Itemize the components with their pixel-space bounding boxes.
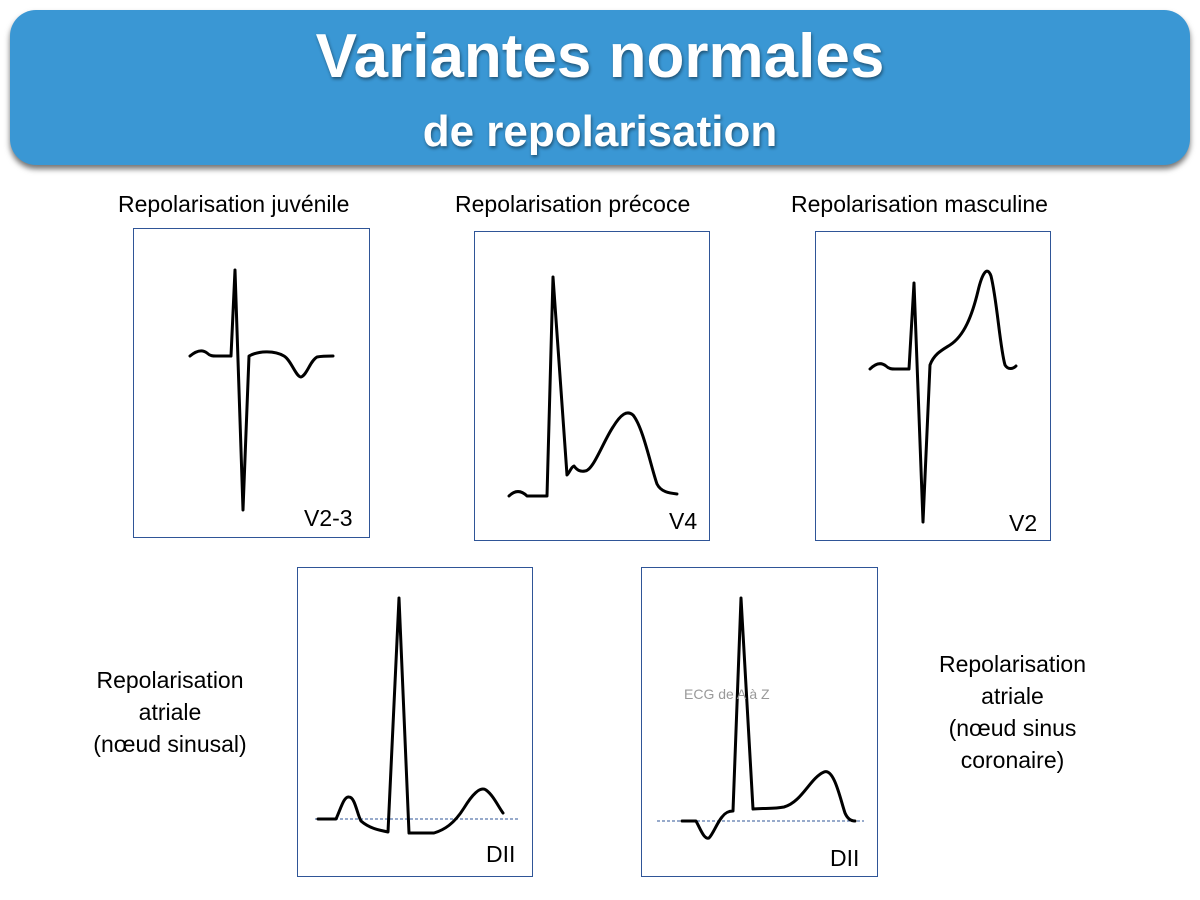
caption-line: Repolarisation (96, 667, 244, 693)
lead-label-atriale-sinusal: DII (486, 841, 516, 867)
caption-line: atriale (981, 683, 1044, 709)
lead-label-precoce: V4 (669, 508, 698, 534)
ecg-panel-atriale-sinusal: DII (297, 567, 533, 877)
lead-label-atriale-coronaire: DII (830, 845, 860, 871)
caption-line: coronaire) (960, 747, 1065, 773)
caption-line: (nœud sinusal) (93, 731, 247, 757)
caption-atriale-coronaire: Repolarisation atriale (nœud sinus coron… (905, 648, 1120, 776)
caption-line: Repolarisation (938, 651, 1087, 677)
ecg-panel-precoce: V4 (474, 231, 710, 541)
caption-line: atriale (138, 699, 202, 725)
page-title: Variantes normales (315, 22, 885, 91)
caption-masculine: Repolarisation masculine (791, 191, 1048, 217)
caption-precoce: Repolarisation précoce (455, 191, 691, 217)
ecg-panel-masculine: V2 (815, 231, 1051, 541)
ecg-trace-precoce (507, 275, 679, 498)
watermark-text: ECG de A à Z (684, 686, 770, 702)
ecg-panel-juvenile: V2-3 (133, 228, 370, 538)
caption-line: (nœud sinus (948, 715, 1077, 741)
caption-juvenile: Repolarisation juvénile (118, 191, 350, 217)
ecg-panel-atriale-coronaire: ECG de A à Z DII (641, 567, 878, 877)
lead-label-masculine: V2 (1009, 510, 1038, 536)
caption-atriale-sinusal: Repolarisation atriale (nœud sinusal) (65, 664, 275, 760)
ecg-trace-atriale-coronaire (657, 596, 864, 840)
title-banner: Variantes normales de repolarisation (10, 10, 1190, 165)
ecg-trace-masculine (868, 269, 1018, 524)
ecg-trace-atriale-sinusal (315, 596, 519, 835)
lead-label-juvenile: V2-3 (304, 505, 353, 531)
ecg-trace-juvenile (188, 268, 335, 512)
page-subtitle: de repolarisation (422, 107, 778, 156)
